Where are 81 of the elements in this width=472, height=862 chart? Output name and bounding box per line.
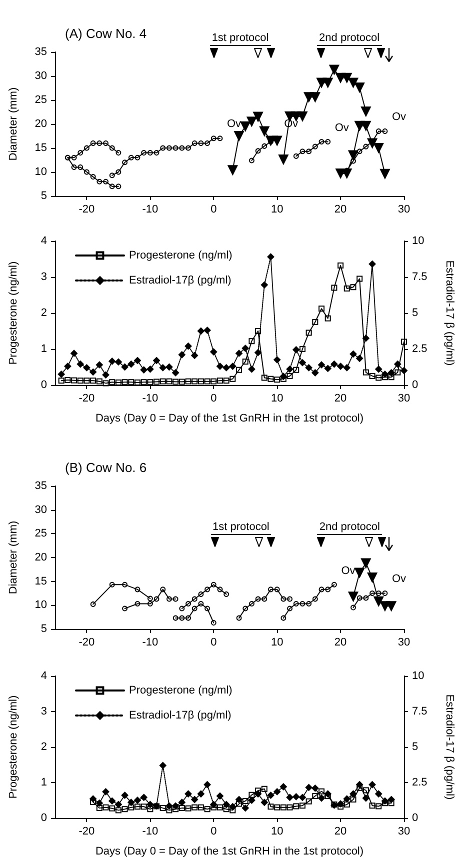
y-tick-label: 4: [40, 670, 47, 682]
y2-axis-title: Estradiol-17 β (pg/ml): [444, 694, 456, 800]
x-tick-label: 0: [210, 392, 217, 404]
x-tick-label: 30: [398, 826, 410, 838]
y-tick-label: 3: [40, 706, 47, 718]
x-tick-label: 10: [270, 392, 284, 404]
y-tick-label: 25: [34, 94, 47, 106]
y-tick-label: 5: [40, 190, 47, 202]
y-tick-label: 25: [34, 528, 47, 540]
x-tick-label: 10: [270, 826, 284, 838]
y-tick-label: 0: [40, 379, 47, 391]
chart-title: (B) Cow No. 6: [65, 460, 147, 475]
y-tick-label: 10: [34, 166, 47, 178]
y2-tick-label: 5: [412, 741, 418, 753]
y-tick-label: 20: [34, 552, 47, 564]
x-tick-label: 30: [398, 204, 410, 216]
y2-tick-label: 2.5: [412, 343, 428, 355]
y-axis-title: Diameter (mm): [8, 520, 20, 594]
annotation: Ov: [334, 122, 349, 134]
annotation: Ov: [341, 564, 356, 577]
text: 2nd protocol: [317, 32, 382, 46]
y-axis-title: Progesterone (ng/ml): [8, 695, 20, 799]
x-tick-label: 20: [334, 826, 347, 838]
y-axis-title: Progesterone (ng/ml): [8, 261, 20, 365]
y2-tick-label: 0: [412, 379, 418, 391]
y-axis-title: Diameter (mm): [8, 87, 20, 161]
y-tick-label: 5: [40, 623, 47, 635]
text: 1st protocol: [210, 32, 271, 46]
y2-tick-label: 10: [412, 235, 424, 247]
chart-title: (A) Cow No. 4: [65, 26, 147, 41]
annotation: 1st protocol: [210, 521, 272, 536]
x-tick-label: 0: [210, 204, 217, 216]
x-axis-title: Days (Day 0 = Day of the 1st GnRH in the 1st protocol): [95, 412, 364, 424]
x-tick-label: -10: [142, 204, 158, 216]
legend-label: Estradiol-17β (pg/ml): [129, 710, 232, 722]
y-tick-label: 15: [34, 575, 47, 588]
legend-label: Progesterone (ng/ml): [129, 684, 232, 696]
x-tick-label: 30: [398, 636, 410, 648]
y2-tick-label: 5: [412, 307, 418, 319]
x-tick-label: 0: [210, 826, 217, 838]
x-tick-label: 10: [270, 204, 284, 216]
x-axis-title: Days (Day 0 = Day of the 1st GnRH in the 1st protocol): [95, 846, 364, 858]
y2-tick-label: 0: [412, 812, 418, 824]
y-tick-label: 1: [40, 343, 47, 355]
x-tick-label: -10: [142, 826, 158, 838]
y2-tick-label: 2.5: [412, 776, 428, 788]
y2-tick-label: 7.5: [412, 271, 428, 283]
x-tick-label: -20: [78, 826, 95, 838]
x-tick-label: -10: [142, 392, 158, 404]
annotation: 2nd protocol: [317, 521, 382, 536]
y-tick-label: 35: [34, 46, 47, 58]
y-tick-label: 30: [34, 70, 47, 82]
x-tick-label: 20: [334, 636, 347, 648]
x-tick-label: -20: [78, 204, 95, 216]
y-tick-label: 10: [34, 599, 47, 612]
y-tick-label: 2: [40, 741, 47, 753]
x-tick-label: -20: [78, 636, 95, 648]
annotation: Ov: [392, 111, 406, 124]
x-tick-label: 30: [398, 392, 410, 404]
annotation: Ov: [226, 118, 242, 130]
y-tick-label: 35: [34, 480, 47, 492]
x-tick-label: -20: [78, 392, 95, 404]
x-tick-label: 10: [270, 636, 284, 648]
x-tick-label: 20: [334, 204, 347, 216]
y-tick-label: 30: [34, 504, 47, 516]
y-tick-label: 15: [34, 142, 47, 154]
y-tick-label: 2: [40, 307, 47, 319]
legend-label: Progesterone (ng/ml): [129, 250, 232, 262]
y2-axis-title: Estradiol-17 β (pg/ml): [444, 260, 456, 366]
y-tick-label: 20: [34, 118, 47, 130]
y-tick-label: 0: [40, 812, 47, 824]
annotation: Ov: [392, 573, 406, 586]
y2-tick-label: 10: [412, 670, 424, 682]
x-tick-label: -10: [142, 636, 158, 648]
x-tick-label: 0: [210, 636, 217, 648]
legend-label: Estradiol-17β (pg/ml): [129, 274, 232, 286]
y-tick-label: 3: [40, 271, 47, 283]
y2-tick-label: 7.5: [412, 706, 428, 718]
y-tick-label: 4: [40, 235, 47, 247]
y-tick-label: 1: [40, 776, 47, 788]
x-tick-label: 20: [334, 392, 347, 404]
